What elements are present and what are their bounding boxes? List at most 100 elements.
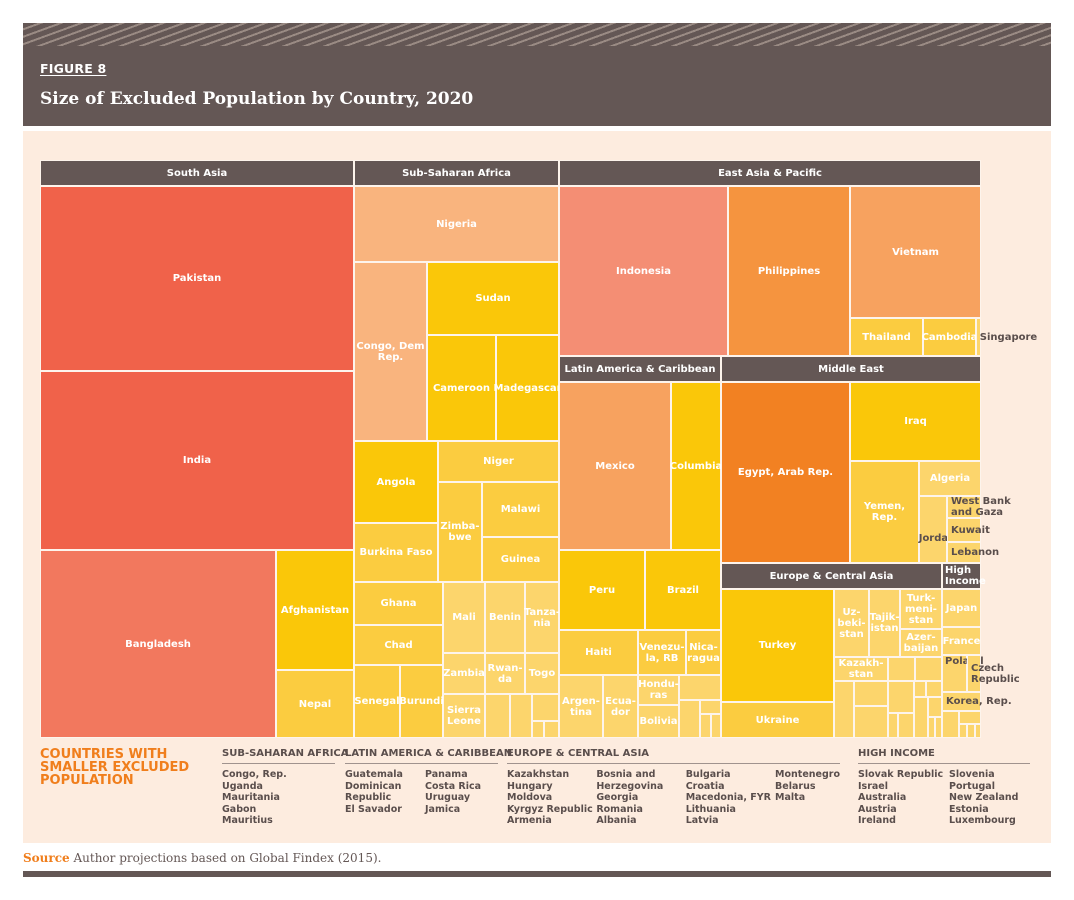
tile-label: Czech Republic [971, 662, 1020, 685]
legend-country: Montenegro [775, 769, 840, 780]
legend-column: Congo, Rep. Uganda Mauritania Gabon Mauritiu… [222, 769, 287, 827]
tile-azer-baijan: Azer- baijan [900, 629, 942, 657]
tile-columbia: Columbia [670, 382, 722, 550]
legend-country: Israel [858, 780, 888, 792]
tile-thailand: Thailand [850, 318, 923, 356]
tile-small-country [888, 681, 914, 713]
legend-group-eca: EUROPE & CENTRAL ASIA Kazakhstan Hungary M… [507, 748, 840, 827]
tile-yemen-rep: Yemen, Rep. [850, 461, 919, 563]
legend-country: Moldova [507, 792, 553, 803]
header-stripes [23, 23, 1051, 46]
legend-column: Panama Costa Rica Uruguay Jamica [425, 769, 481, 815]
tile-small-country [485, 694, 510, 738]
tile-label: Philippines [757, 265, 821, 277]
legend-column: Bosnia and Herzegovina Georgia Romania Alban… [596, 769, 685, 827]
tile-label: Jordan [918, 533, 956, 544]
legend-country: Australia [858, 792, 907, 803]
tile-label: Iraq [904, 416, 927, 427]
tile-cameroon: Cameroon [427, 335, 496, 441]
legend-country: Guatemala [345, 769, 403, 780]
tile-label: Cameroon [432, 382, 491, 394]
tile-label: Angola [376, 476, 416, 488]
tile-argen-tina: Argen- tina [559, 675, 603, 738]
region-header-south-asia: South Asia [40, 160, 354, 186]
legend-country: Macedonia, FYR [685, 792, 771, 803]
tile-sierra-leone: Sierra Leone [443, 694, 485, 738]
tile-label: Ecua- dor [605, 695, 636, 718]
smaller-countries-title: COUNTRIES WITH SMALLER EXCLUDED POPULATI… [40, 747, 190, 788]
tile-afghanistan: Afghanistan [276, 550, 354, 670]
tile-label: Turk- meni- stan [905, 592, 937, 626]
tile-label: Mexico [595, 460, 635, 472]
tile-label: Haiti [585, 647, 612, 658]
tile-turkey: Turkey [721, 589, 834, 702]
legend-country: Austria [858, 803, 897, 815]
tile-label: Korea, Rep. [946, 696, 1012, 707]
tile-label: West Bank and Gaza [951, 496, 1011, 518]
legend-columns: Kazakhstan Hungary Moldova Kyrgyz Republic A… [507, 769, 840, 827]
tile-small-country [935, 717, 942, 738]
tile-label: Cambodia [921, 331, 978, 343]
tile-small-country [854, 706, 888, 738]
legend-columns: Guatemala Dominican Republic El Savador Pan… [345, 769, 498, 815]
tile-tajik-istan: Tajik- istan [869, 589, 900, 657]
legend-column: Kazakhstan Hungary Moldova Kyrgyz Republic A… [507, 769, 596, 827]
tile-jordan: Jordan [919, 496, 955, 563]
tile-small-country [679, 700, 700, 738]
tile-label: Nigeria [436, 218, 477, 230]
tile-algeria: Algeria [919, 461, 981, 496]
legend-country: Albania [596, 815, 637, 826]
legend-country: Uganda [222, 780, 263, 792]
legend-country: Hungary [507, 780, 553, 792]
tile-mali: Mali [443, 582, 485, 653]
tile-venezu-la-rb: Venezu- la, RB [638, 630, 686, 675]
tile-egypt-arab-rep: Egypt, Arab Rep. [721, 382, 850, 563]
legend-column: Slovak Republic Israel Australia Austria Ire… [858, 769, 949, 827]
legend-country: Kazakhstan [507, 769, 570, 780]
tile-india: India [40, 371, 354, 550]
tile-label: India [182, 455, 212, 466]
tile-label: Afghanistan [280, 604, 350, 616]
tile-chad: Chad [354, 625, 443, 665]
legend-country: El Savador [345, 803, 402, 815]
legend-column: Guatemala Dominican Republic El Savador [345, 769, 425, 815]
tile-label: Tanza- nia [523, 606, 561, 629]
tile-label: Togo [528, 668, 556, 679]
tile-malawi: Malawi [482, 482, 559, 537]
legend-country: Mauritius [222, 815, 273, 826]
legend-country: Slovenia [949, 769, 995, 780]
tile-poland: Poland [942, 655, 984, 692]
legend-country: Congo, Rep. [222, 769, 287, 780]
region-header-east-asia-pacific: East Asia & Pacific [559, 160, 981, 186]
tile-haiti: Haiti [559, 630, 638, 675]
tile-label: Kuwait [951, 524, 990, 536]
tile-label: Lebanon [951, 547, 1000, 558]
tile-peru: Peru [559, 550, 645, 630]
tile-small-country [975, 724, 981, 738]
legend-country: Luxembourg [949, 815, 1016, 826]
tile-small-country [928, 717, 935, 738]
tile-label: Nica- ragua [687, 641, 720, 664]
tile-sudan: Sudan [427, 262, 559, 335]
tile-turk-meni-stan: Turk- meni- stan [900, 589, 942, 629]
figure-label: FIGURE 8 [40, 61, 107, 76]
tile-label: Thailand [862, 331, 911, 343]
tile-label: Pakistan [172, 273, 222, 284]
tile-label: Chad [384, 639, 413, 651]
tile-small-country [959, 724, 967, 738]
tile-benin: Benin [485, 582, 525, 653]
tile-small-country [942, 711, 959, 738]
legend-heading: SUB-SAHARAN AFRICA [222, 748, 349, 764]
tile-label: Benin [488, 612, 522, 623]
legend-group-high-income: HIGH INCOME Slovak Republic Israel Austral… [858, 748, 1030, 827]
tile-small-country [834, 681, 854, 738]
tile-zimba-bwe: Zimba- bwe [438, 482, 482, 582]
tile-mexico: Mexico [559, 382, 671, 550]
tile-label: Malawi [500, 504, 541, 515]
legend-heading: HIGH INCOME [858, 748, 1030, 764]
tile-small-country [959, 711, 981, 724]
tile-label: Venezu- la, RB [639, 641, 685, 664]
tile-nigeria: Nigeria [354, 186, 559, 262]
tile-iraq: Iraq [850, 382, 981, 461]
tile-france: France [942, 627, 981, 655]
